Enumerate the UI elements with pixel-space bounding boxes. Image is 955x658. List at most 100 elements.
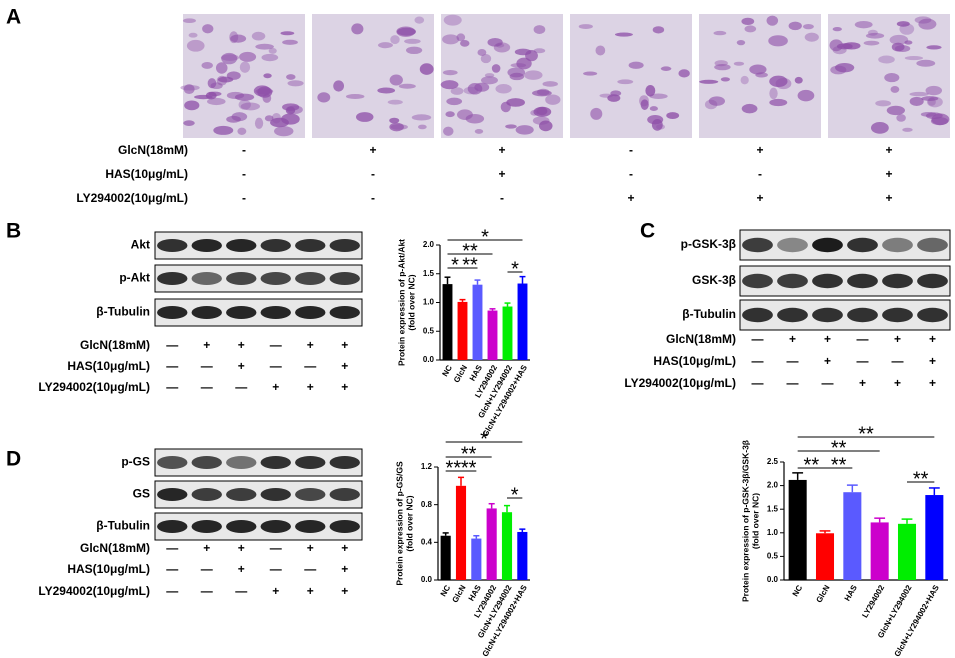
condition-mark: — xyxy=(235,584,247,598)
cell xyxy=(443,14,462,26)
panel-label: D xyxy=(6,448,21,471)
cell xyxy=(261,53,279,62)
condition-mark: + xyxy=(859,376,866,390)
cell xyxy=(442,34,460,45)
cell xyxy=(660,66,672,71)
cell xyxy=(896,21,910,27)
condition-mark: + xyxy=(238,338,245,352)
cell xyxy=(414,16,425,24)
cell xyxy=(263,73,272,79)
condition-mark: — xyxy=(166,338,178,352)
condition-mark: + xyxy=(824,354,831,368)
condition-mark: + xyxy=(272,584,279,598)
cell xyxy=(255,43,274,50)
cell xyxy=(926,45,942,50)
bar xyxy=(455,485,467,580)
blot-label: Akt xyxy=(131,238,150,252)
bar xyxy=(487,310,498,360)
condition-mark: + xyxy=(885,167,892,181)
band xyxy=(295,520,326,533)
blot xyxy=(154,512,363,541)
band xyxy=(742,273,773,289)
condition-mark: + xyxy=(885,143,892,157)
blot xyxy=(154,231,363,260)
cell xyxy=(842,42,861,50)
cell xyxy=(411,114,432,121)
cell xyxy=(617,79,634,85)
band xyxy=(812,307,843,323)
y-tick-label: 1.0 xyxy=(767,528,779,537)
condition-label: HAS(10μg/mL) xyxy=(653,354,736,368)
cell xyxy=(207,78,217,89)
y-tick-label: 0.0 xyxy=(421,575,433,584)
cell xyxy=(446,97,463,106)
cell xyxy=(398,83,416,89)
y-tick-label: 2.5 xyxy=(767,457,779,466)
condition-label: LY294002(10μg/mL) xyxy=(38,380,150,394)
band xyxy=(917,237,948,253)
cell xyxy=(533,25,546,34)
cell xyxy=(480,76,498,85)
cell xyxy=(755,72,768,78)
cell xyxy=(405,46,423,55)
cell xyxy=(890,85,900,93)
band xyxy=(882,307,913,323)
significance-mark: * xyxy=(511,258,519,280)
band xyxy=(329,488,360,501)
cell xyxy=(875,100,892,107)
cell xyxy=(714,64,731,71)
cell xyxy=(216,75,228,86)
cell xyxy=(904,40,913,45)
cell xyxy=(345,94,365,99)
cell xyxy=(213,125,234,135)
bar xyxy=(501,512,513,580)
cell xyxy=(583,71,598,76)
cell xyxy=(226,71,241,80)
cell xyxy=(930,117,949,126)
bar xyxy=(517,531,528,580)
band xyxy=(847,273,878,289)
significance-mark: ** xyxy=(462,240,478,262)
band xyxy=(191,272,222,285)
cell xyxy=(506,98,525,107)
cell xyxy=(794,76,803,84)
cell xyxy=(699,79,719,84)
significance-mark: ** xyxy=(462,254,478,276)
cell xyxy=(230,34,247,43)
cell xyxy=(240,102,260,111)
cell xyxy=(736,39,746,46)
cell xyxy=(239,51,257,62)
band xyxy=(226,488,257,501)
y-tick-label: 2.0 xyxy=(767,481,779,490)
significance-mark: * xyxy=(480,428,488,450)
bar xyxy=(457,301,468,360)
cell xyxy=(516,57,532,70)
cell xyxy=(450,87,464,95)
y-axis-label: (fold over NC) xyxy=(406,274,416,330)
cell xyxy=(720,77,730,82)
condition-mark: + xyxy=(627,191,634,205)
condition-mark: - xyxy=(500,191,504,205)
cell xyxy=(500,101,511,113)
cell xyxy=(226,115,241,123)
cell xyxy=(396,27,417,36)
cell xyxy=(891,42,905,52)
cell xyxy=(280,31,295,36)
cell xyxy=(530,109,539,116)
cell xyxy=(590,107,603,120)
condition-mark: + xyxy=(929,376,936,390)
condition-label: HAS(10μg/mL) xyxy=(105,167,188,181)
cell xyxy=(355,112,374,122)
panel-label: B xyxy=(6,220,21,243)
cell xyxy=(333,80,345,92)
condition-mark: + xyxy=(756,191,763,205)
cell xyxy=(456,33,466,42)
cell xyxy=(835,63,855,73)
cell xyxy=(870,122,889,134)
y-tick-label: 1.2 xyxy=(421,462,433,471)
cell xyxy=(614,32,633,37)
cell xyxy=(741,103,758,114)
band xyxy=(260,520,291,533)
cell xyxy=(474,129,484,134)
